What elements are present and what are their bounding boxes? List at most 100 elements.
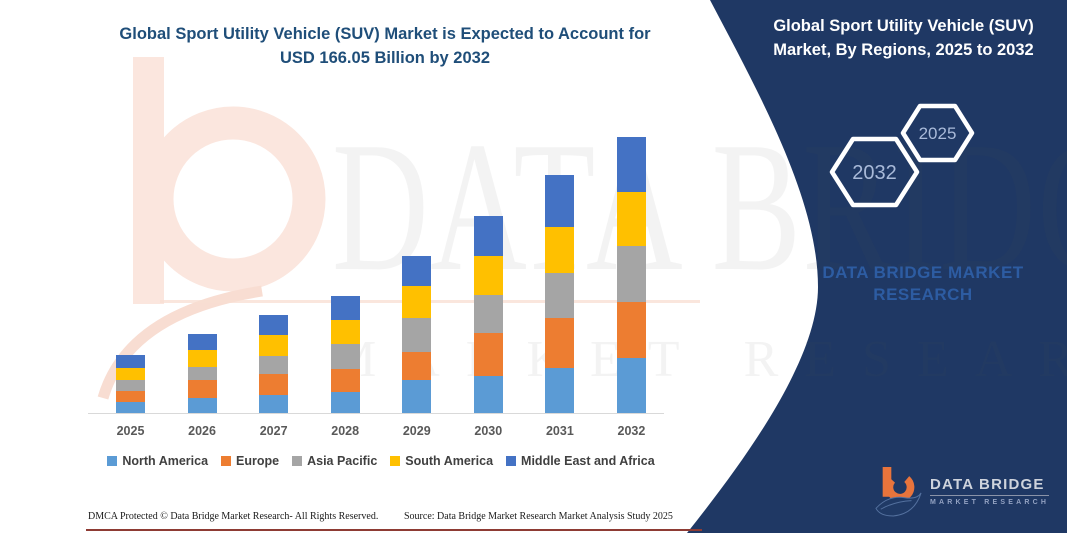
x-axis-label-2026: 2026 [188, 424, 216, 438]
legend-label: Europe [236, 454, 280, 468]
legend-swatch-icon [506, 456, 517, 466]
stacked-bar-2030 [473, 215, 503, 413]
chart-title: Global Sport Utility Vehicle (SUV) Marke… [80, 22, 690, 70]
legend-label: South America [405, 454, 494, 468]
side-panel-title: Global Sport Utility Vehicle (SUV) Marke… [745, 14, 1062, 62]
side-panel-title-line2: Market, By Regions, 2025 to 2032 [773, 41, 1034, 59]
bar-segment-2029-south-america [402, 285, 432, 319]
bar-segment-2029-middle-east-and-africa [402, 255, 432, 286]
data-bridge-logo: DATA BRIDGE MARKET RESEARCH [875, 463, 1065, 519]
legend-label: Middle East and Africa [521, 454, 655, 468]
bar-segment-2031-north-america [545, 368, 575, 413]
bar-segment-2025-asia-pacific [116, 379, 145, 392]
bar-segment-2026-middle-east-and-africa [187, 334, 217, 351]
stacked-bar-2031 [545, 174, 575, 413]
bar-segment-2028-middle-east-and-africa [330, 295, 360, 320]
bar-segment-2028-europe [330, 368, 360, 393]
bar-segment-2025-middle-east-and-africa [116, 355, 145, 368]
bar-segment-2026-north-america [187, 397, 217, 413]
stacked-bar-2025 [116, 355, 145, 413]
bar-segment-2026-asia-pacific [187, 366, 217, 380]
bar-segment-2032-south-america [616, 192, 646, 247]
bar-segment-2028-asia-pacific [330, 343, 360, 369]
bar-column-2029 [381, 100, 452, 413]
data-bridge-logo-icon [875, 467, 922, 517]
legend-item-asia-pacific: Asia Pacific [292, 454, 377, 468]
bar-segment-2030-north-america [473, 376, 503, 413]
legend-swatch-icon [390, 456, 401, 466]
footer-dmca-text: DMCA Protected © Data Bridge Market Rese… [88, 511, 379, 522]
bar-segment-2027-asia-pacific [259, 355, 289, 375]
chart-legend: North America Europe Asia Pacific South Ame… [75, 454, 687, 468]
bar-segment-2030-south-america [473, 255, 503, 295]
bar-segment-2026-south-america [187, 350, 217, 367]
panel-brand-text: DATA BRIDGE MARKET RESEARCH [803, 262, 1043, 306]
bar-segment-2029-europe [402, 352, 432, 380]
chart-title-line1: Global Sport Utility Vehicle (SUV) Marke… [119, 25, 651, 43]
bar-segment-2025-europe [116, 391, 145, 403]
bar-segment-2032-middle-east-and-africa [616, 136, 646, 193]
bar-segment-2027-middle-east-and-africa [259, 314, 289, 335]
legend-label: Asia Pacific [307, 454, 378, 468]
legend-swatch-icon [107, 456, 118, 466]
stacked-bar-2029 [402, 255, 432, 413]
footer-source-text: Source: Data Bridge Market Research Mark… [404, 511, 673, 522]
stacked-bar-2028 [330, 295, 360, 413]
bar-segment-2030-middle-east-and-africa [473, 215, 503, 256]
legend-item-south-america: South America [390, 454, 493, 468]
stacked-bar-2027 [259, 314, 289, 413]
bar-segment-2028-south-america [330, 319, 360, 344]
bar-segment-2032-europe [616, 301, 646, 359]
legend-item-north-america: North America [107, 454, 208, 468]
side-panel-title-line1: Global Sport Utility Vehicle (SUV) [773, 17, 1034, 35]
chart-title-line2: USD 166.05 Billion by 2032 [279, 49, 490, 67]
bar-column-2031 [524, 100, 595, 413]
bar-segment-2025-south-america [116, 367, 145, 380]
legend-label: North America [122, 454, 209, 468]
bar-segment-2029-asia-pacific [402, 318, 432, 353]
bar-segment-2031-asia-pacific [545, 272, 575, 319]
watermark-text-line2: MARKET RESEARCH [330, 331, 1067, 388]
stacked-bar-plot [95, 100, 667, 413]
bar-segment-2025-north-america [116, 402, 145, 413]
data-bridge-logo-text: DATA BRIDGE MARKET RESEARCH [930, 476, 1050, 506]
legend-swatch-icon [292, 456, 303, 466]
legend-swatch-icon [221, 456, 232, 466]
x-axis-label-2027: 2027 [259, 424, 288, 438]
bar-segment-2030-europe [473, 332, 503, 377]
bar-segment-2030-asia-pacific [473, 294, 503, 333]
panel-brand-line2: RESEARCH [873, 285, 973, 304]
bar-column-2030 [453, 100, 524, 413]
logo-subtitle: MARKET RESEARCH [930, 499, 1050, 506]
legend-item-europe: Europe [221, 454, 279, 468]
legend-item-middle-east-and-africa: Middle East and Africa [506, 454, 655, 468]
bar-segment-2028-north-america [330, 392, 360, 413]
bar-segment-2027-north-america [259, 395, 289, 413]
bar-segment-2026-europe [187, 379, 217, 398]
x-axis-label-2028: 2028 [331, 424, 360, 438]
bar-segment-2031-europe [545, 318, 575, 369]
bar-segment-2032-north-america [616, 358, 646, 413]
bar-segment-2031-south-america [545, 226, 575, 273]
stacked-bar-2026 [187, 334, 217, 413]
bar-column-2025 [95, 100, 166, 413]
bar-column-2028 [310, 100, 381, 413]
bar-column-2032 [596, 100, 667, 413]
bar-segment-2032-asia-pacific [616, 246, 646, 302]
bar-column-2026 [167, 100, 238, 413]
x-axis-label-2025: 2025 [116, 424, 145, 438]
bar-column-2027 [238, 100, 309, 413]
x-axis-label-2032: 2032 [617, 424, 646, 438]
x-axis-label-2031: 2031 [545, 424, 574, 438]
x-axis-line [88, 413, 664, 414]
x-axis-label-2030: 2030 [474, 424, 503, 438]
panel-brand-line1: DATA BRIDGE MARKET [822, 263, 1024, 282]
bar-segment-2029-north-america [402, 379, 432, 413]
bar-segment-2031-middle-east-and-africa [545, 174, 575, 227]
bar-segment-2027-south-america [259, 334, 289, 356]
footer-divider-line [86, 529, 702, 531]
x-axis-labels: 2025 2026 2027 2028 2029 2030 2031 2032 [95, 424, 667, 438]
bar-segment-2027-europe [259, 374, 289, 396]
stacked-bar-2032 [616, 136, 646, 413]
